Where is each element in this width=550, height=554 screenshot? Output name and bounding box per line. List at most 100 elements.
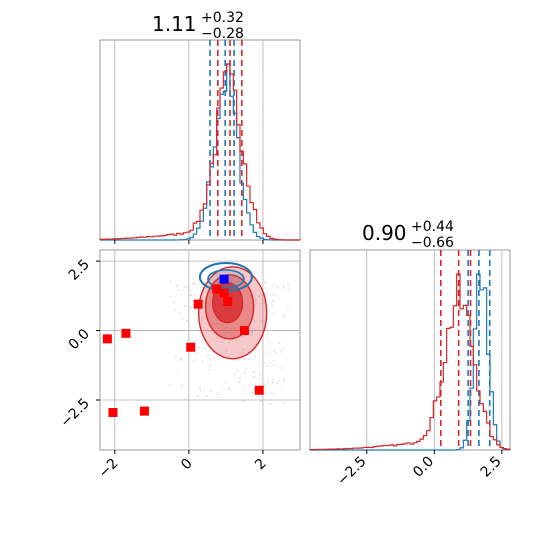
- sample-dot: [261, 302, 264, 305]
- sample-dot: [242, 400, 245, 403]
- sample-dot: [282, 377, 285, 380]
- sample-dot: [242, 348, 245, 351]
- sample-dot: [237, 381, 240, 384]
- sample-dot: [235, 339, 238, 342]
- sample-dot: [258, 373, 261, 376]
- sample-dot: [181, 384, 184, 387]
- sample-dot: [189, 306, 192, 309]
- sample-dot: [199, 389, 202, 392]
- sample-dot: [282, 348, 285, 351]
- red-square-marker: [102, 334, 112, 344]
- red-square-marker: [219, 288, 229, 298]
- sample-dot: [211, 322, 214, 325]
- sample-dot: [270, 391, 273, 394]
- sample-dot: [181, 318, 184, 321]
- sample-dot: [239, 376, 242, 379]
- sample-dot: [252, 328, 255, 331]
- blue-histogram: [310, 273, 511, 451]
- sample-dot: [266, 332, 269, 335]
- sample-dot: [192, 283, 195, 286]
- sample-dot: [275, 382, 278, 385]
- sample-dot: [196, 352, 199, 355]
- sample-dot: [242, 358, 245, 361]
- sample-dot: [287, 305, 290, 308]
- sample-dot: [237, 359, 240, 362]
- sample-dot: [251, 330, 254, 333]
- sample-dot: [205, 394, 208, 397]
- sample-dot: [233, 327, 236, 330]
- sample-dot: [264, 292, 267, 295]
- x-tick-label: 0: [178, 456, 196, 474]
- histogram-2-title: 0.90: [362, 221, 407, 245]
- sample-dot: [255, 347, 258, 350]
- sample-dot: [271, 299, 274, 302]
- sample-dot: [198, 386, 201, 389]
- sample-dot: [215, 322, 218, 325]
- sample-dot: [208, 368, 211, 371]
- histogram-2-title-sub: −0.66: [411, 235, 454, 251]
- sample-dot: [248, 358, 251, 361]
- sample-dot: [271, 303, 274, 306]
- sample-dot: [223, 327, 226, 330]
- sample-dot: [225, 349, 228, 352]
- red-square-marker: [186, 342, 196, 352]
- sample-dot: [209, 389, 212, 392]
- sample-dot: [269, 403, 272, 406]
- sample-dot: [260, 319, 263, 322]
- x-tick-label: −2: [96, 456, 122, 482]
- sample-dot: [253, 320, 256, 323]
- sample-dot: [236, 369, 239, 372]
- sample-dot: [241, 351, 244, 354]
- sample-dot: [281, 367, 284, 370]
- sample-dot: [210, 330, 213, 333]
- red-histogram: [309, 273, 511, 451]
- red-square-marker: [239, 326, 249, 336]
- histogram-panel-1: 1.11 +0.32 −0.28: [99, 10, 301, 244]
- sample-dot: [193, 309, 196, 312]
- sample-dot: [187, 286, 190, 289]
- histogram-1-title-sub: −0.28: [201, 26, 244, 42]
- sample-dot: [263, 362, 266, 365]
- red-square-marker: [108, 408, 118, 417]
- y-tick-label: −2.5: [57, 396, 92, 431]
- sample-dot: [258, 377, 261, 380]
- sample-dot: [175, 285, 178, 288]
- sample-dot: [228, 341, 231, 344]
- x-tick-label: 2: [252, 456, 270, 474]
- sample-dot: [243, 386, 246, 389]
- sample-dot: [263, 281, 266, 284]
- red-square-marker: [223, 296, 233, 306]
- sample-dot: [244, 368, 247, 371]
- red-square-marker: [254, 385, 264, 395]
- histogram-1-frame: [99, 39, 301, 241]
- sample-dot: [186, 319, 189, 322]
- scatter-frame: [99, 249, 301, 451]
- sample-dot: [190, 294, 193, 297]
- sample-dot: [273, 294, 276, 297]
- sample-dot: [178, 312, 181, 315]
- sample-dot: [193, 359, 196, 362]
- sample-dot: [184, 398, 187, 401]
- sample-dot: [273, 360, 276, 363]
- sample-dot: [252, 376, 255, 379]
- sample-dot: [177, 289, 180, 292]
- sample-dot: [266, 337, 269, 340]
- sample-dot: [232, 334, 235, 337]
- red-square-marker: [212, 284, 222, 294]
- y-tick-label: 2.5: [66, 257, 93, 284]
- sample-dot: [280, 350, 283, 353]
- x-tick-label: −2.5: [334, 454, 369, 489]
- sample-dot: [169, 280, 172, 283]
- sample-dot: [265, 353, 268, 356]
- sample-dot: [183, 304, 186, 307]
- sample-dot: [174, 308, 177, 311]
- sample-dot: [243, 371, 246, 374]
- sample-dot: [261, 375, 264, 378]
- sample-dot: [201, 317, 204, 320]
- sample-dot: [180, 358, 183, 361]
- red-square-marker: [121, 328, 131, 338]
- sample-dot: [169, 384, 172, 387]
- sample-dot: [282, 314, 285, 317]
- sample-dot: [173, 301, 176, 304]
